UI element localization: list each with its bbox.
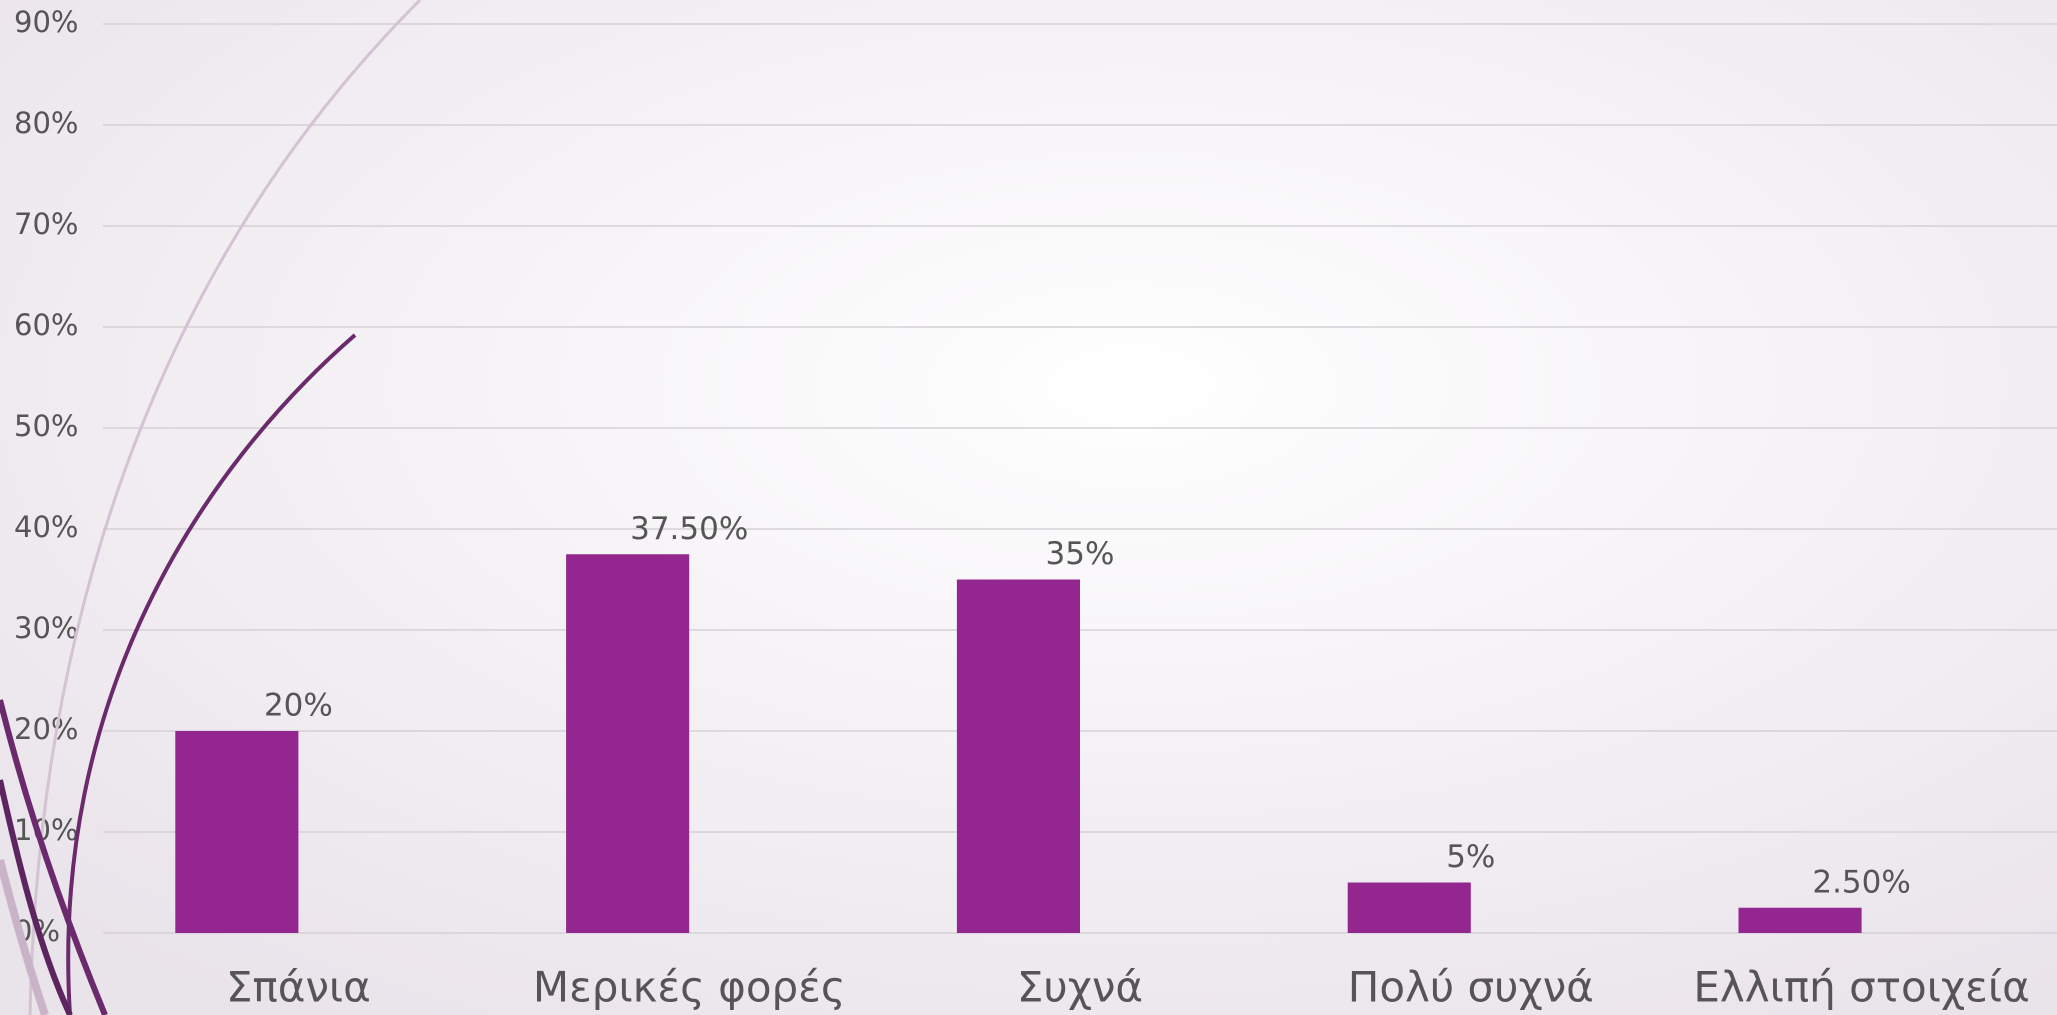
data-label: 5%	[1446, 839, 1495, 875]
y-tick-label: 10%	[14, 813, 78, 847]
decor-curve	[28, 0, 422, 1015]
decor-curve	[0, 859, 49, 1015]
data-label: 2.50%	[1812, 864, 1910, 900]
bar	[175, 731, 299, 933]
y-tick-label: 30%	[14, 611, 78, 645]
bar	[1738, 907, 1862, 933]
y-tick-label: 40%	[14, 510, 78, 544]
plot-area: 0%10%20%30%40%50%60%70%80%90%Σπάνια20%Με…	[14, 5, 2057, 1012]
data-label: 20%	[264, 688, 333, 724]
x-tick-label: Σπάνια	[226, 963, 371, 1012]
decor-curve	[0, 699, 108, 1015]
bar	[956, 579, 1080, 933]
y-tick-label: 20%	[14, 712, 78, 746]
y-tick-label: 60%	[14, 308, 78, 342]
bar	[1347, 882, 1471, 933]
y-tick-label: 90%	[14, 5, 78, 39]
decor-curve	[0, 779, 73, 1015]
decor-curve	[66, 333, 357, 1015]
data-label: 35%	[1046, 536, 1115, 572]
x-tick-label: Ελλιπή στοιχεία	[1693, 963, 2029, 1012]
x-tick-label: Μερικές φορές	[533, 963, 846, 1012]
x-tick-label: Συχνά	[1017, 963, 1143, 1012]
bar	[566, 554, 690, 933]
y-tick-label: 50%	[14, 409, 78, 443]
y-tick-label: 80%	[14, 106, 78, 140]
data-label: 37.50%	[630, 511, 748, 547]
x-tick-label: Πολύ συχνά	[1348, 963, 1594, 1012]
decoration	[0, 0, 422, 1015]
y-tick-label: 70%	[14, 207, 78, 241]
